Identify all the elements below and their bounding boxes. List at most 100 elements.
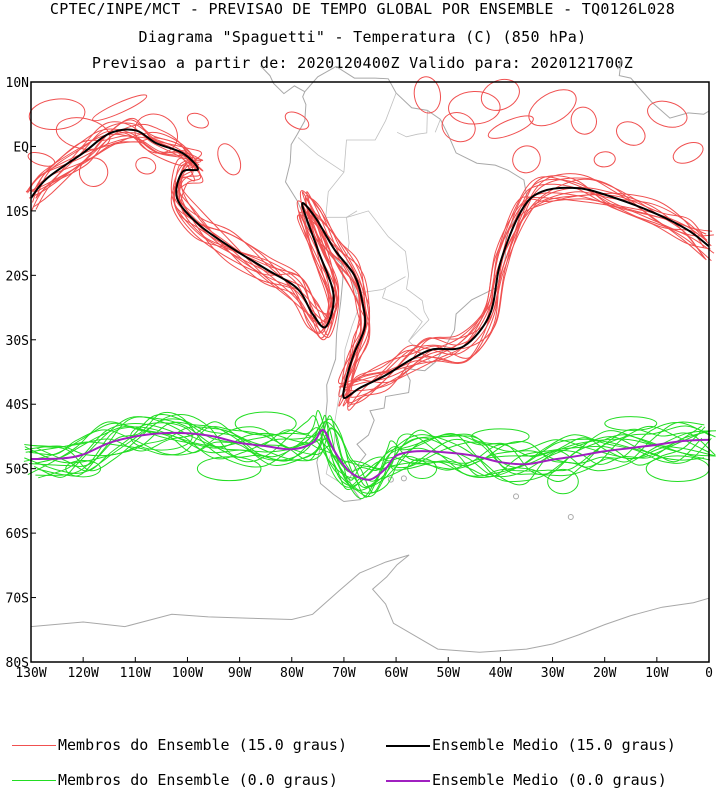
island-2 — [513, 493, 520, 500]
ensemble-member-15-loop-8 — [448, 91, 501, 125]
ensemble-member-15-2 — [27, 136, 711, 398]
ensemble-member-0-loop-3 — [234, 411, 297, 436]
ensemble-member-15-loop-0 — [28, 98, 86, 131]
ensemble-member-15-5 — [33, 117, 708, 392]
ensemble-member-15-loop-21 — [217, 143, 242, 176]
ensemble-member-15-loop-18 — [413, 76, 442, 114]
country-border-5 — [396, 110, 428, 138]
ensemble-member-15-loop-15 — [672, 141, 704, 164]
antarctica-coastline — [30, 554, 710, 653]
lon-label-13: 0 — [705, 666, 713, 681]
central-america-coastline — [260, 65, 306, 95]
lon-label-2: 110W — [120, 666, 151, 681]
ensemble-member-15-loop-14 — [647, 100, 688, 128]
ensemble-member-0-3 — [35, 414, 712, 490]
lat-label-4: 30S — [6, 334, 29, 349]
ensemble-member-0-14 — [23, 422, 712, 481]
lon-label-12: 10W — [645, 666, 669, 681]
lon-label-0: 130W — [15, 666, 46, 681]
title-line-3: Previsao a partir de: 2020120400Z Valido… — [91, 54, 634, 72]
ensemble-member-0-loop-5 — [471, 428, 530, 445]
lon-label-10: 30W — [541, 666, 565, 681]
ensemble-member-15-loop-2 — [92, 94, 148, 122]
lat-label-1: EQ — [13, 140, 29, 155]
map-frame — [30, 81, 710, 663]
ensemble-member-15-loop-5 — [78, 157, 109, 187]
ensemble-mean-15 — [30, 128, 710, 399]
lon-label-1: 120W — [67, 666, 98, 681]
lat-label-5: 40S — [6, 398, 29, 413]
lon-label-8: 50W — [436, 666, 460, 681]
lat-label-7: 60S — [6, 527, 29, 542]
coastline-layer — [30, 59, 710, 653]
ensemble-member-0-loop-2 — [196, 456, 262, 482]
ensemble-member-15-loop-16 — [593, 151, 616, 168]
ensemble-member-15-loop-7 — [186, 112, 209, 129]
title-line-1: CPTEC/INPE/MCT - PREVISAO DE TEMPO GLOBA… — [49, 0, 676, 18]
country-border-3 — [297, 137, 345, 173]
legend-label-members-15: Membros do Ensemble (15.0 graus) — [58, 736, 347, 754]
ensemble-member-15-loop-4 — [27, 151, 56, 167]
ensemble-member-0-15 — [25, 426, 717, 472]
ensemble-member-0-loop-7 — [604, 416, 658, 431]
ensemble-member-15-loop-19 — [441, 111, 476, 143]
legend-label-mean-0: Ensemble Medio (0.0 graus) — [432, 771, 667, 789]
legend-swatch-members-15 — [12, 745, 56, 746]
ensemble-member-15-12 — [35, 119, 705, 387]
lat-label-3: 20S — [6, 269, 29, 284]
lon-label-3: 100W — [172, 666, 203, 681]
lat-label-6: 50S — [6, 463, 29, 478]
lat-label-0: 10N — [6, 76, 29, 91]
island-1 — [400, 475, 407, 482]
ensemble-member-0-loop-6 — [547, 468, 579, 495]
ensemble-member-15-loop-12 — [570, 106, 597, 135]
legend-label-members-0: Membros do Ensemble (0.0 graus) — [58, 771, 338, 789]
legend-swatch-mean-0 — [386, 780, 430, 782]
ensemble-member-0-loop-0 — [65, 459, 102, 478]
ensemble-member-15-7 — [32, 128, 707, 411]
legend-swatch-mean-15 — [386, 745, 430, 747]
ensemble-member-0-8 — [24, 425, 716, 488]
legend-label-mean-15: Ensemble Medio (15.0 graus) — [432, 736, 676, 754]
lat-label-9: 80S — [6, 656, 29, 671]
lon-label-9: 40W — [489, 666, 513, 681]
ensemble-member-0-10 — [36, 413, 711, 494]
ensemble-member-15-loop-10 — [487, 115, 534, 139]
ensemble-member-15-loop-20 — [284, 111, 310, 130]
lon-label-7: 60W — [384, 666, 408, 681]
africa-coastline — [617, 59, 710, 119]
ensemble-member-15-loop-1 — [55, 117, 111, 150]
ensemble-member-15-loop-11 — [528, 89, 577, 127]
island-0 — [387, 476, 394, 483]
ensemble-member-15-loop-3 — [134, 113, 178, 154]
ensemble-member-15-13 — [31, 122, 708, 398]
ensemble-member-15-10 — [29, 137, 712, 398]
ensemble-mean-0 — [30, 429, 710, 481]
title-line-2: Diagrama "Spaguetti" - Temperatura (C) (… — [138, 28, 587, 46]
country-border-0 — [325, 92, 433, 364]
ensemble-member-15-loop-6 — [135, 157, 157, 175]
lon-label-5: 80W — [280, 666, 304, 681]
ensemble-member-15-9 — [25, 141, 715, 407]
ensemble-member-15-3 — [25, 131, 714, 388]
country-border-6 — [434, 119, 441, 133]
ensemble-member-15-loop-13 — [616, 121, 646, 146]
ensemble-member-15-8 — [27, 133, 712, 407]
lon-label-4: 90W — [228, 666, 252, 681]
contour-layer — [23, 76, 717, 500]
lat-label-8: 70S — [6, 592, 29, 607]
lat-label-2: 10S — [6, 205, 29, 220]
ensemble-member-15-11 — [34, 132, 707, 389]
island-3 — [567, 514, 574, 520]
ensemble-member-15-4 — [28, 123, 713, 385]
ensemble-member-15-1 — [32, 135, 706, 407]
ensemble-member-15-loop-9 — [480, 78, 520, 111]
ensemble-member-0-0 — [24, 421, 710, 493]
lon-label-11: 20W — [593, 666, 617, 681]
ensemble-member-15-loop-17 — [512, 145, 541, 174]
legend-swatch-members-0 — [12, 780, 56, 781]
lon-label-6: 70W — [332, 666, 356, 681]
plot-border — [30, 81, 710, 663]
